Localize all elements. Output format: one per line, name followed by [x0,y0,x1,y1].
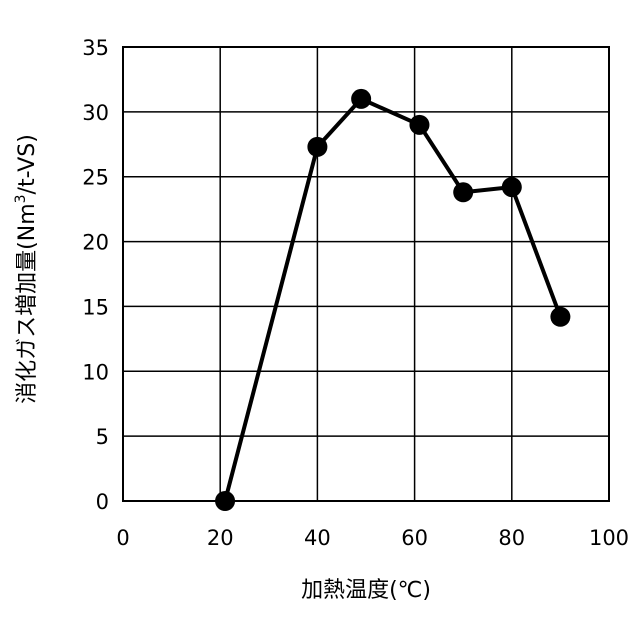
x-tick-label: 0 [116,526,129,550]
grid-lines [123,47,609,501]
x-axis-title: 加熱温度(℃) [301,578,431,603]
y-tick-label: 35 [82,36,109,60]
y-tick-label: 30 [82,101,109,125]
y-tick-label: 0 [96,490,109,514]
y-tick-label: 5 [96,425,109,449]
x-tick-label: 60 [401,526,428,550]
x-tick-label: 40 [304,526,331,550]
y-tick-label: 10 [82,360,109,384]
data-point [307,137,327,157]
axis-tick-labels: 0 5 10 15 20 25 30 35 0 20 40 60 80 100 [82,36,629,550]
data-point [409,115,429,135]
y-axis-title: 消化ガス増加量(Nm3/t-VS) [13,134,40,404]
data-point [215,491,235,511]
x-tick-label: 100 [589,526,629,550]
data-point [502,177,522,197]
series-line [225,99,560,501]
data-point [453,182,473,202]
x-tick-label: 80 [498,526,525,550]
data-point [550,307,570,327]
x-tick-label: 20 [207,526,234,550]
y-axis-title-main: 消化ガス増加量(Nm [15,203,40,403]
y-tick-label: 20 [82,231,109,255]
data-series [215,89,570,511]
data-point [351,89,371,109]
y-tick-label: 25 [82,166,109,190]
y-tick-label: 15 [82,295,109,319]
y-axis-title-superscript: 3 [13,194,29,203]
y-axis-title-end: /t-VS) [15,134,40,194]
plot-area-frame [123,47,609,501]
